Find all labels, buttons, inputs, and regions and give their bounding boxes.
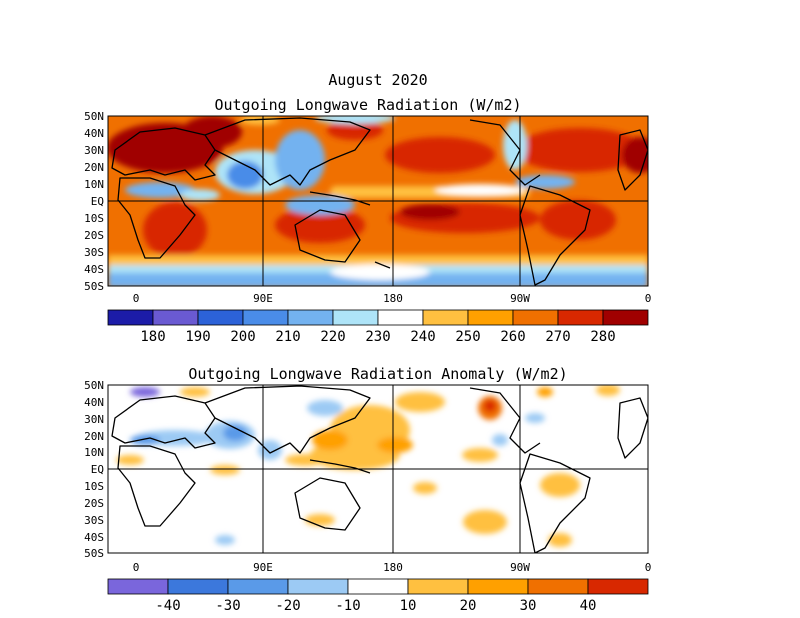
olr-lat-labels: 50N 40N 30N 20N 10N EQ 10S 20S 30S 40S 5…: [84, 110, 104, 293]
lat-label: 50S: [84, 280, 104, 293]
anomaly-map-title: Outgoing Longwave Radiation Anomaly (W/m…: [188, 365, 567, 383]
lon-label: 90W: [510, 292, 530, 305]
month-title: August 2020: [328, 71, 427, 89]
anomaly-colorbar-swatch: [347, 578, 409, 595]
olr-colorbar-tick-label: 280: [590, 329, 615, 345]
lat-label: 40S: [84, 531, 104, 544]
olr-colorbar-swatch: [377, 309, 424, 326]
olr-colorbar: 180 190 200 210 220 230 240 250 260 270 280: [107, 309, 649, 345]
olr-colorbar-tick-label: 190: [185, 329, 210, 345]
lon-label: 0: [133, 561, 140, 574]
lat-label: 50S: [84, 547, 104, 560]
lat-label: 50N: [84, 379, 104, 392]
olr-colorbar-swatch: [467, 309, 514, 326]
olr-colorbar-tick-label: 260: [500, 329, 525, 345]
anomaly-colorbar-tick-label: 10: [400, 598, 417, 614]
lon-label: 0: [645, 561, 652, 574]
anomaly-coastlines: [111, 385, 648, 553]
lon-label: 90E: [253, 561, 273, 574]
olr-coastlines: [111, 117, 648, 286]
lat-label: 30N: [84, 413, 104, 426]
olr-map-title: Outgoing Longwave Radiation (W/m2): [214, 96, 521, 114]
lon-label: 0: [133, 292, 140, 305]
anomaly-lon-labels: 0 90E 180 90W 0: [133, 561, 652, 574]
anomaly-frame: [107, 384, 649, 554]
lat-label: 10S: [84, 480, 104, 493]
anomaly-colorbar-swatch: [107, 578, 169, 595]
olr-colorbar-swatch: [197, 309, 244, 326]
lon-label: 90E: [253, 292, 273, 305]
olr-colorbar-tick-label: 180: [140, 329, 165, 345]
anomaly-colorbar-swatch: [227, 578, 289, 595]
anomaly-colorbar-labels: -40 -30 -20 -10 10 20 30 40: [155, 598, 596, 614]
olr-colorbar-tick-label: 250: [455, 329, 480, 345]
lat-label: 30N: [84, 144, 104, 157]
anomaly-colorbar: -40 -30 -20 -10 10 20 30 40: [107, 578, 649, 614]
lat-label: 50N: [84, 110, 104, 123]
olr-colorbar-swatch: [107, 309, 154, 326]
lat-label: EQ: [91, 195, 104, 208]
anomaly-colorbar-tick-label: -30: [215, 598, 240, 614]
olr-colorbar-tick-label: 210: [275, 329, 300, 345]
lat-label: 40N: [84, 127, 104, 140]
olr-colorbar-tick-label: 240: [410, 329, 435, 345]
lat-label: 20S: [84, 497, 104, 510]
anomaly-colorbar-tick-label: 40: [580, 598, 597, 614]
anomaly-colorbar-tick-label: 30: [520, 598, 537, 614]
lat-label: 40S: [84, 263, 104, 276]
lat-label: 20N: [84, 430, 104, 443]
olr-colorbar-tick-label: 270: [545, 329, 570, 345]
olr-map: 50N 40N 30N 20N 10N EQ 10S 20S 30S 40S 5…: [84, 110, 652, 305]
olr-colorbar-swatch: [152, 309, 199, 326]
olr-colorbar-swatch: [512, 309, 559, 326]
anomaly-colorbar-tick-label: -10: [335, 598, 360, 614]
olr-gridlines: [108, 116, 648, 286]
olr-colorbar-labels: 180 190 200 210 220 230 240 250 260 270 280: [140, 329, 615, 345]
olr-frame: [107, 115, 649, 287]
olr-colorbar-swatch: [422, 309, 469, 326]
olr-colorbar-swatches: [107, 309, 649, 326]
anomaly-colorbar-swatch: [407, 578, 469, 595]
olr-lon-labels: 0 90E 180 90W 0: [133, 292, 652, 305]
anomaly-lat-labels: 50N 40N 30N 20N 10N EQ 10S 20S 30S 40S 5…: [84, 379, 104, 560]
lon-label: 90W: [510, 561, 530, 574]
olr-colorbar-tick-label: 220: [320, 329, 345, 345]
lat-label: 40N: [84, 396, 104, 409]
anomaly-colorbar-swatch: [587, 578, 649, 595]
anomaly-colorbar-swatch: [167, 578, 229, 595]
lat-label: 20S: [84, 229, 104, 242]
olr-colorbar-swatch: [332, 309, 379, 326]
anomaly-colorbar-tick-label: -20: [275, 598, 300, 614]
olr-colorbar-tick-label: 200: [230, 329, 255, 345]
lat-label: 20N: [84, 161, 104, 174]
anomaly-colorbar-swatch: [287, 578, 349, 595]
olr-field: [108, 116, 648, 286]
lat-label: 10N: [84, 446, 104, 459]
olr-colorbar-tick-label: 230: [365, 329, 390, 345]
anomaly-colorbar-swatches: [107, 578, 649, 595]
lon-label: 0: [645, 292, 652, 305]
lat-label: 10N: [84, 178, 104, 191]
anomaly-map: 50N 40N 30N 20N 10N EQ 10S 20S 30S 40S 5…: [84, 379, 651, 574]
lon-label: 180: [383, 561, 403, 574]
olr-colorbar-swatch: [242, 309, 289, 326]
anomaly-colorbar-tick-label: 20: [460, 598, 477, 614]
lat-label: 30S: [84, 514, 104, 527]
anomaly-gridlines: [108, 385, 648, 553]
olr-colorbar-swatch: [557, 309, 604, 326]
lat-label: EQ: [91, 463, 104, 476]
anomaly-colorbar-swatch: [467, 578, 529, 595]
lat-label: 10S: [84, 212, 104, 225]
olr-colorbar-swatch: [602, 309, 649, 326]
anomaly-colorbar-swatch: [527, 578, 589, 595]
lon-label: 180: [383, 292, 403, 305]
olr-colorbar-swatch: [287, 309, 334, 326]
anomaly-colorbar-tick-label: -40: [155, 598, 180, 614]
lat-label: 30S: [84, 246, 104, 259]
